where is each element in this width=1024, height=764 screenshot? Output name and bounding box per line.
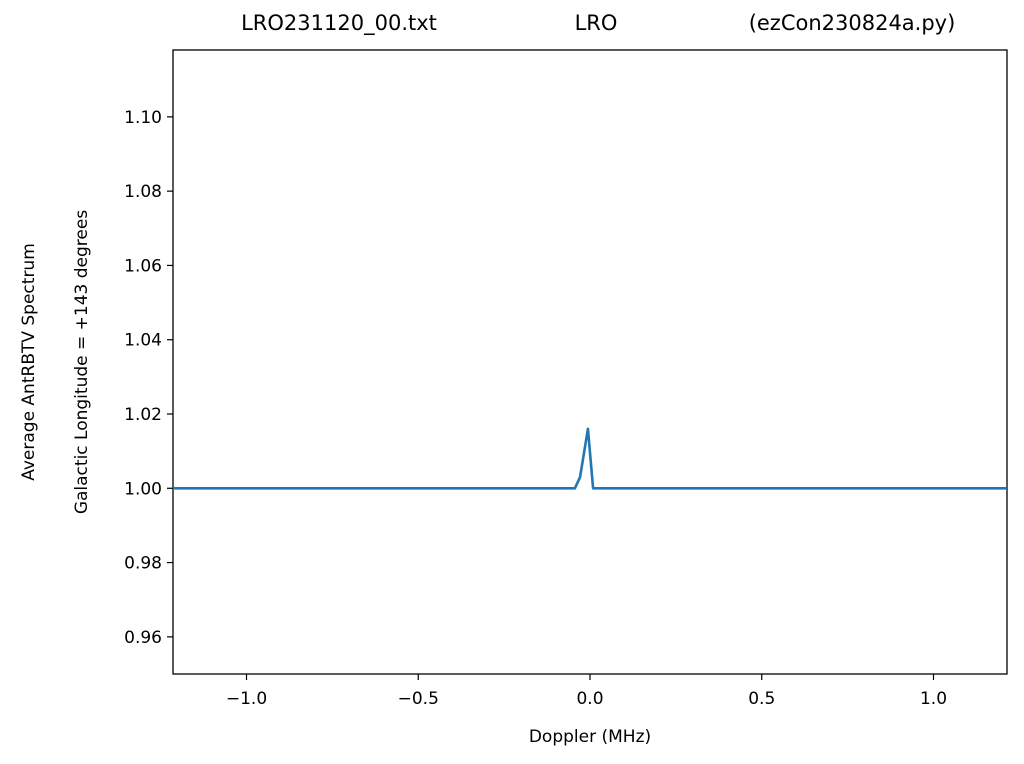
chart-title-right: (ezCon230824a.py) <box>749 11 956 35</box>
y-tick-label: 0.98 <box>124 554 162 574</box>
y-tick-label: 1.00 <box>124 479 162 499</box>
y-tick-label: 1.02 <box>124 405 162 425</box>
x-tick-label: 0.0 <box>576 689 603 709</box>
y-tick-label: 1.04 <box>124 331 162 351</box>
x-axis-label: Doppler (MHz) <box>529 727 651 747</box>
chart-title-center: LRO <box>575 11 618 35</box>
plot-frame <box>172 49 1008 675</box>
x-tick-label: −1.0 <box>226 689 267 709</box>
chart-title-left: LRO231120_00.txt <box>241 11 437 36</box>
x-tick-label: 0.5 <box>748 689 775 709</box>
y-tick-label: 0.96 <box>124 628 162 648</box>
y-axis-label: Average AntRBTV Spectrum <box>19 243 39 481</box>
y-tick-label: 1.10 <box>124 108 162 128</box>
x-tick-label: 1.0 <box>920 689 947 709</box>
y-tick-label: 1.06 <box>124 256 162 276</box>
y-tick-label: 1.08 <box>124 182 162 202</box>
data-line <box>173 427 1007 490</box>
y-axis-label: Galactic Longitude = +143 degrees <box>72 210 92 514</box>
x-tick-label: −0.5 <box>398 689 439 709</box>
